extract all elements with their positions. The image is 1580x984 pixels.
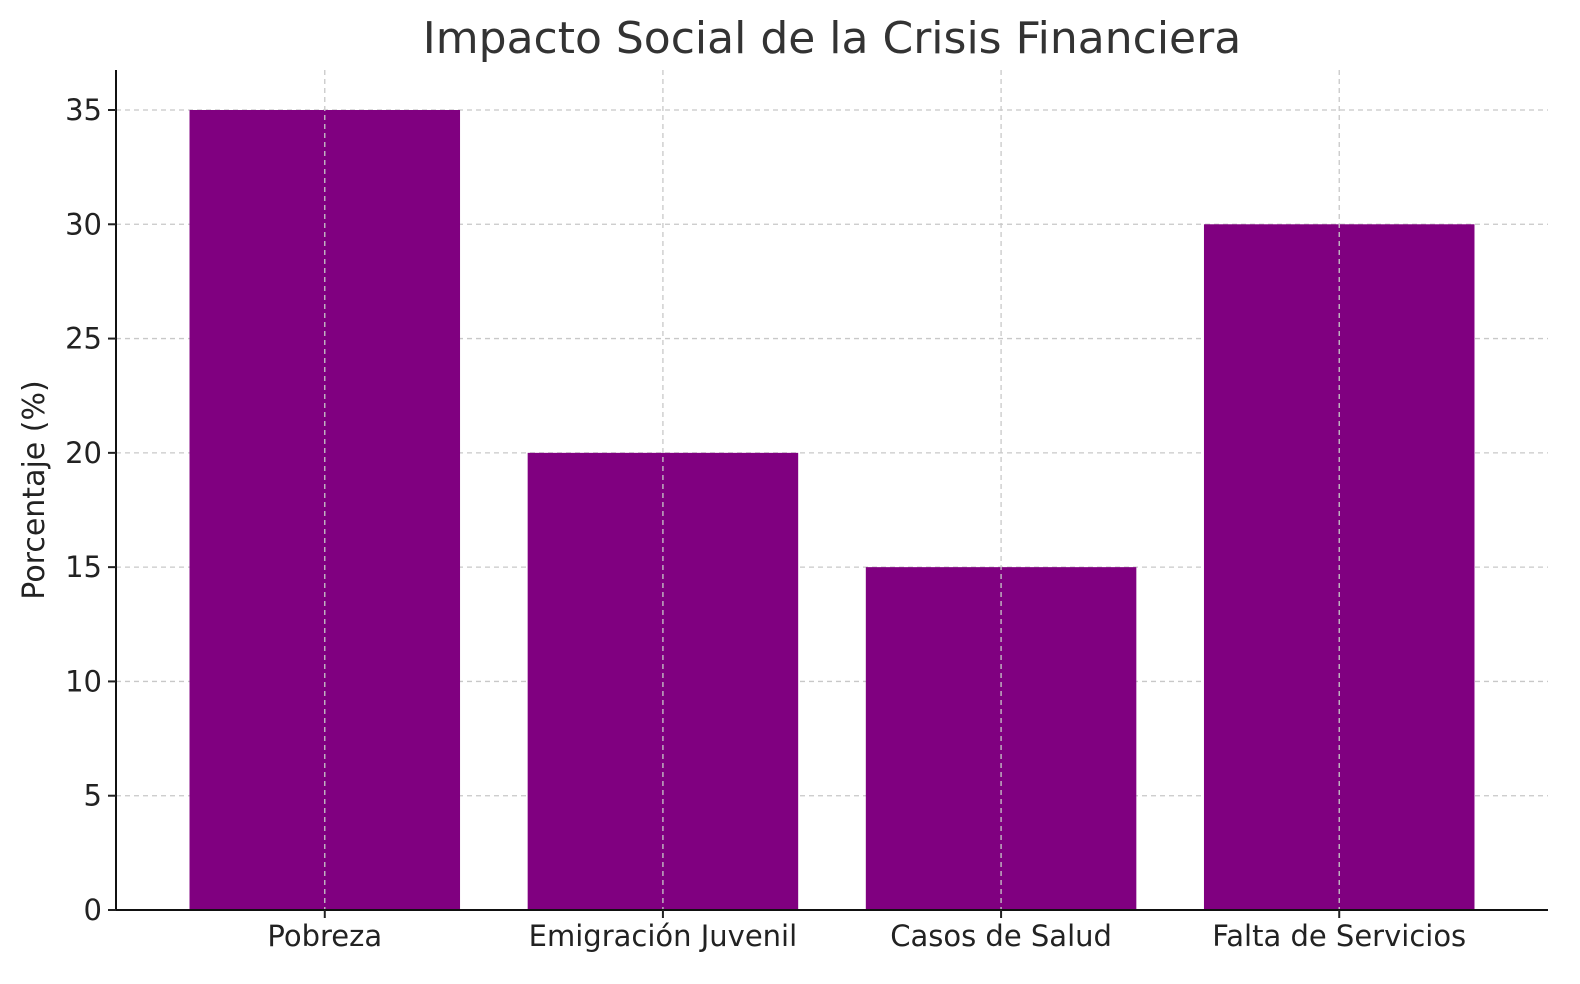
x-tick-label-3: Falta de Servicios [1212,919,1466,953]
bars [189,110,1475,911]
axes [115,70,1548,911]
x-ticks: Pobreza Emigración Juvenil Casos de Salud F… [267,910,1466,953]
x-tick-label-1: Emigración Juvenil [529,919,798,953]
x-tick-label-0: Pobreza [267,919,382,953]
x-tick-label-2: Casos de Salud [890,919,1112,953]
y-tick-label-5: 5 [84,779,102,813]
y-tick-label-35: 35 [65,93,102,127]
y-ticks: 0 5 10 15 20 25 30 35 [65,93,116,927]
y-tick-label-25: 25 [65,322,102,356]
y-tick-label-30: 30 [65,207,102,241]
chart-title: Impacto Social de la Crisis Financiera [423,13,1241,64]
vertical-gridlines [324,70,1340,910]
y-tick-label-15: 15 [65,550,102,584]
y-tick-label-10: 10 [65,664,102,698]
y-tick-label-0: 0 [84,893,102,927]
y-tick-label-20: 20 [65,436,102,470]
y-axis-label: Porcentaje (%) [17,380,52,599]
